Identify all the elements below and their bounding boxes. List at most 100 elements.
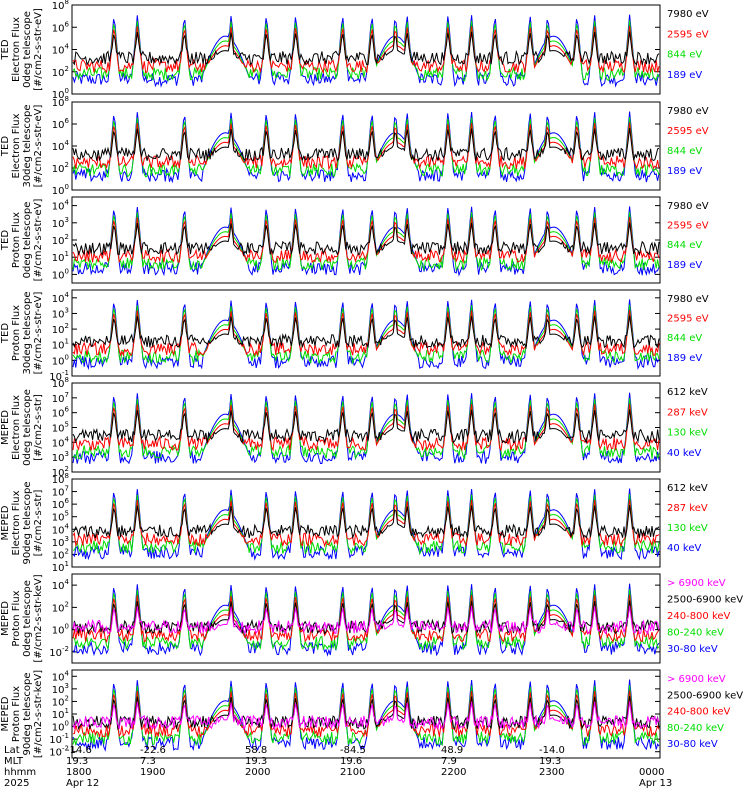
series-line--6900-kev: [72, 605, 660, 636]
panel-1: 100 102 104 106 108 TEDElectron Flux0deg tele…: [0, 0, 709, 101]
y-tick-label: 108: [52, 472, 69, 486]
series-line-2500-6900-kev: [72, 600, 660, 635]
y-tick-label: 105: [52, 510, 69, 524]
legend-entry: 7980 eV: [667, 294, 709, 305]
y-tick-label: 108: [52, 95, 69, 109]
x-tick-label: 2100: [340, 767, 365, 778]
legend-entry: 189 eV: [667, 353, 702, 364]
legend-entry: 30-80 keV: [667, 644, 718, 655]
y-tick-label: 102: [52, 694, 69, 708]
y-tick-label: 104: [52, 578, 70, 592]
series-line-30-80-kev: [72, 583, 660, 657]
x-tick-label: -14.0: [539, 745, 565, 756]
y-tick-label: 100: [52, 623, 69, 637]
legend-entry: 189 eV: [667, 260, 702, 271]
y-tick-label: 103: [52, 306, 69, 320]
series-line-240-800-kev: [72, 594, 660, 643]
series-line-240-800-kev: [72, 690, 660, 739]
x-tick-label: 1800: [66, 767, 91, 778]
legend-entry: 40 keV: [667, 448, 701, 459]
y-axis-label: TEDElectron Flux0deg telescope[#/cm2-s-s…: [0, 8, 44, 91]
series-line-2595-ev: [72, 310, 660, 357]
y-tick-label: 104: [52, 291, 70, 305]
y-tick-label: 102: [52, 161, 69, 175]
legend-entry: 612 keV: [667, 483, 708, 494]
legend-entry: 2595 eV: [667, 314, 709, 325]
series-line-612-kev: [72, 505, 660, 540]
legend-entry: 612 keV: [667, 387, 708, 398]
x-tick-label: 0000: [639, 767, 664, 778]
y-tick-label: 100: [52, 267, 69, 281]
y-tick-label: 10-2: [49, 645, 69, 659]
legend-entry: 189 eV: [667, 166, 702, 177]
legend-entry: 240-800 keV: [667, 707, 731, 718]
y-axis-label: MEPEDElectron Flux90deg telescope[#/cm2-…: [0, 481, 44, 564]
legend-entry: 30-80 keV: [667, 739, 718, 750]
panel-frame: [71, 478, 661, 568]
y-tick-label: 102: [52, 600, 69, 614]
series-line-7980-ev: [72, 31, 660, 66]
y-axis-label: MEPEDProton Flux90deg telescope[#/cm2-s-…: [0, 670, 44, 758]
y-tick-label: 104: [52, 435, 70, 449]
x-tick-label: 19.6: [340, 756, 362, 767]
legend-entry: > 6900 keV: [667, 674, 726, 685]
series-line--6900-kev: [72, 701, 660, 731]
legend-entry: 80-240 keV: [667, 723, 724, 734]
y-tick-label: 106: [52, 406, 70, 420]
y-tick-label: 103: [52, 682, 69, 696]
y-tick-label: 10-2: [49, 745, 69, 759]
series-line-2595-ev: [72, 25, 660, 75]
y-tick-label: 107: [52, 391, 69, 405]
x-tick-label: 1900: [140, 767, 165, 778]
legend-entry: 287 keV: [667, 503, 708, 514]
series-line-130-kev: [72, 398, 660, 461]
x-tick-label: 48.9: [441, 745, 463, 756]
y-tick-label: 102: [52, 547, 69, 561]
panel-frame: [71, 196, 661, 284]
series-line-2595-ev: [72, 122, 660, 171]
x-tick-label: Apr 13: [639, 778, 672, 789]
legend-entry: 7980 eV: [667, 9, 709, 20]
y-tick-label: 100: [52, 720, 69, 734]
series-line-130-kev: [72, 494, 660, 555]
y-tick-label: 107: [52, 485, 69, 499]
y-tick-label: 101: [52, 338, 69, 352]
y-tick-label: 100: [52, 87, 69, 101]
legend-entry: 287 keV: [667, 407, 708, 418]
legend-entry: 7980 eV: [667, 106, 709, 117]
x-row-label: 2025: [4, 778, 29, 789]
y-tick-label: 100: [52, 183, 69, 197]
y-tick-label: 10-1: [49, 369, 69, 383]
y-axis-label: TEDProton Flux30deg telescope[#/cm2-s-st…: [0, 291, 44, 374]
y-tick-label: 101: [52, 707, 69, 721]
x-tick-label: 7.9: [441, 756, 457, 767]
series-line-612-kev: [72, 409, 660, 445]
x-tick-label: 7.3: [140, 756, 156, 767]
x-tick-label: 2200: [441, 767, 466, 778]
x-tick-label: 19.3: [245, 756, 267, 767]
legend-entry: 130 keV: [667, 428, 708, 439]
series-line-844-ev: [72, 211, 660, 272]
series-line-287-kev: [72, 403, 660, 452]
series-line-189-ev: [72, 206, 660, 277]
legend-entry: 844 eV: [667, 50, 702, 61]
legend-entry: 80-240 keV: [667, 627, 724, 638]
y-tick-label: 104: [52, 669, 70, 683]
legend-entry: 40 keV: [667, 543, 701, 554]
y-tick-label: 104: [52, 43, 70, 57]
series-line-30-80-kev: [72, 679, 660, 752]
y-tick-label: 100: [52, 353, 69, 367]
x-tick-label: Apr 12: [66, 778, 99, 789]
legend-entry: 7980 eV: [667, 201, 709, 212]
x-tick-label: 19.3: [66, 756, 88, 767]
series-line-844-ev: [72, 117, 660, 178]
x-row-label: Lat: [4, 745, 20, 756]
series-line-189-ev: [72, 111, 660, 184]
legend-entry: 844 eV: [667, 240, 702, 251]
legend-entry: 2595 eV: [667, 29, 709, 40]
legend-entry: 2500-6900 keV: [667, 594, 743, 605]
